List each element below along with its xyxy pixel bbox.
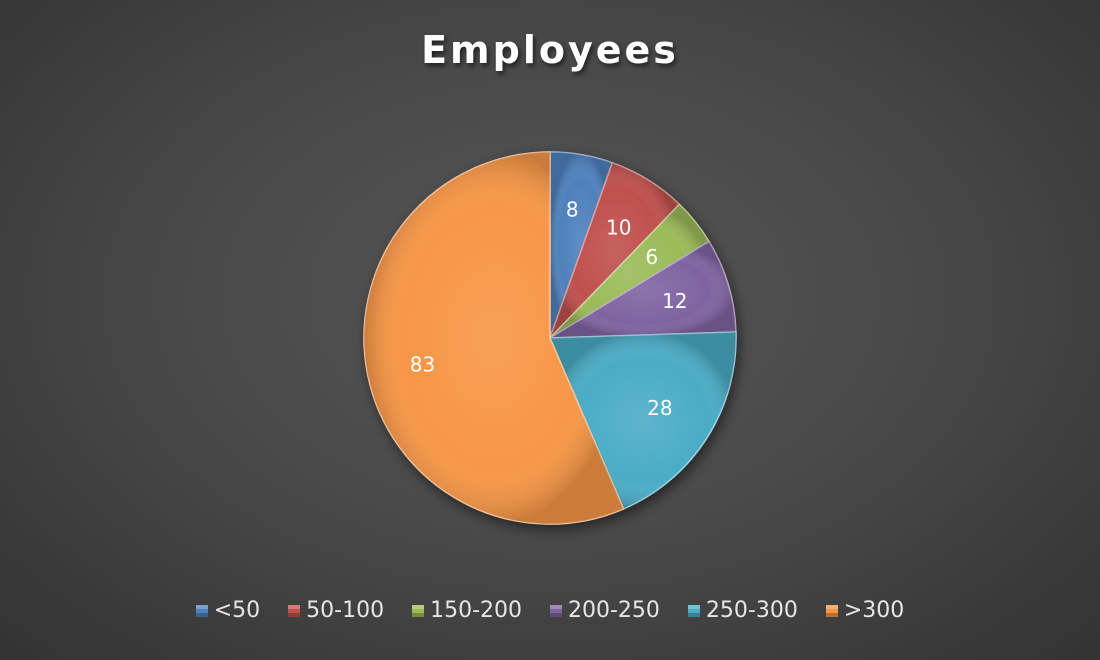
pie-slice-shading-1	[550, 152, 613, 338]
legend-item-5: 250-300	[687, 598, 798, 623]
legend-swatch	[825, 604, 838, 617]
data-label-2: 10	[606, 215, 631, 239]
legend-swatch	[687, 604, 700, 617]
pie-slice-shading-3	[550, 204, 710, 338]
legend-item-2: 50-100	[288, 598, 384, 623]
legend-item-1: <50	[195, 598, 261, 623]
pie-slice-shading-4	[550, 241, 736, 338]
data-label-1: 8	[566, 198, 579, 222]
pie-slice-shading-5	[550, 332, 736, 509]
data-label-5: 28	[647, 396, 672, 420]
pie-slice-shading-6	[364, 152, 624, 524]
chart-legend: <50 50-100 150-200 200-250 250-300 >300	[0, 598, 1100, 623]
data-label-6: 83	[410, 352, 435, 376]
data-label-3: 6	[645, 245, 658, 269]
pie-slice-shading-2	[550, 162, 680, 338]
legend-label: <50	[213, 598, 261, 623]
pie-slices	[363, 151, 737, 525]
legend-item-4: 200-250	[550, 598, 660, 623]
legend-swatch	[550, 604, 562, 617]
data-label-4: 12	[662, 289, 687, 313]
legend-label: 150-200	[430, 598, 522, 623]
legend-swatch	[412, 604, 425, 617]
chart-title: Employees	[421, 28, 679, 72]
legend-swatch	[195, 604, 208, 617]
legend-item-3: 150-200	[412, 598, 522, 623]
legend-swatch	[288, 604, 301, 617]
legend-label: 50-100	[306, 598, 385, 623]
legend-label: 200-250	[568, 598, 660, 623]
legend-label: 250-300	[705, 598, 798, 623]
legend-label: >300	[843, 598, 905, 623]
pie-data-labels: 8 10 612 28 83	[410, 198, 688, 420]
legend-item-6: >300	[825, 598, 905, 623]
